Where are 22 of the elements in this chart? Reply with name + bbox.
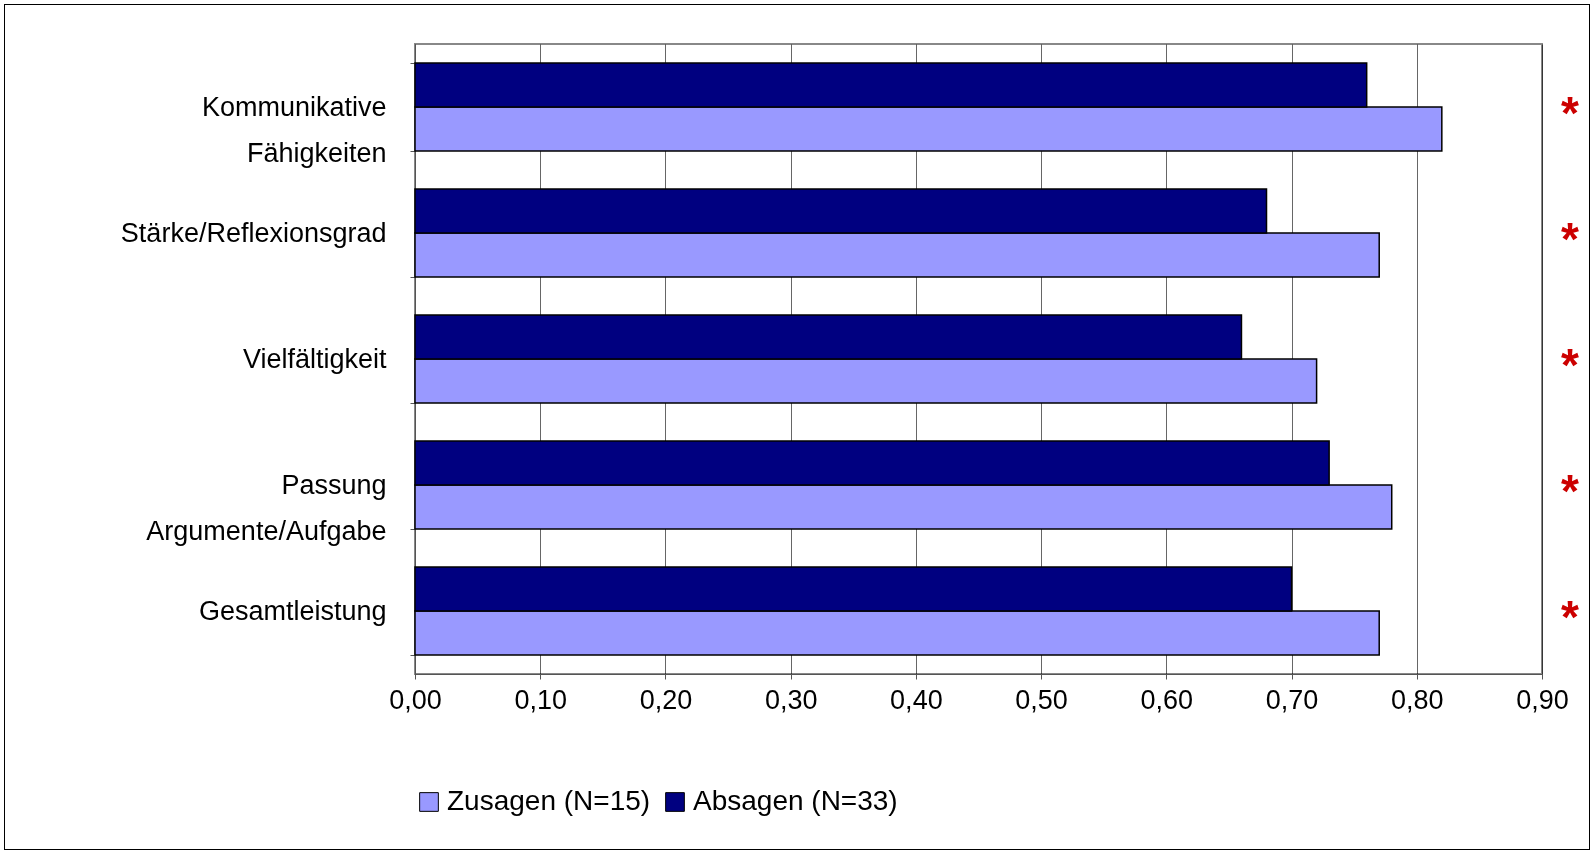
x-tick-label: 0,80 xyxy=(1391,684,1444,715)
y-tick-label: Vielfältigkeit xyxy=(242,343,387,374)
text: * xyxy=(1561,87,1580,139)
x-tick-label: 0,00 xyxy=(389,684,442,715)
x-tick-label: 0,70 xyxy=(1265,684,1319,715)
legend-label: Zusagen (N=15) xyxy=(447,785,651,816)
x-tick-label: 0,50 xyxy=(1015,684,1068,715)
y-tick-label: Stärke/Reflexionsgrad xyxy=(120,217,387,248)
y-tick-label: Passung Argumente/Aufgabe xyxy=(146,469,387,546)
x-tick-label: 0,60 xyxy=(1140,684,1194,715)
text: * xyxy=(1561,465,1580,517)
text: * xyxy=(1561,339,1580,391)
x-tick-label: 0,40 xyxy=(890,684,943,715)
x-tick-label: 0,10 xyxy=(514,684,567,715)
y-tick-label: Kommunikative Fähigkeiten xyxy=(201,91,387,168)
x-tick-label: 0,20 xyxy=(639,684,693,715)
x-tick-label: 0,90 xyxy=(1516,684,1569,715)
x-tick-label: 0,30 xyxy=(764,684,818,715)
text: * xyxy=(1561,591,1580,643)
legend-label: Absagen (N=33) xyxy=(693,785,898,816)
text: * xyxy=(1561,213,1580,265)
y-tick-label: Gesamtleistung xyxy=(198,595,387,626)
